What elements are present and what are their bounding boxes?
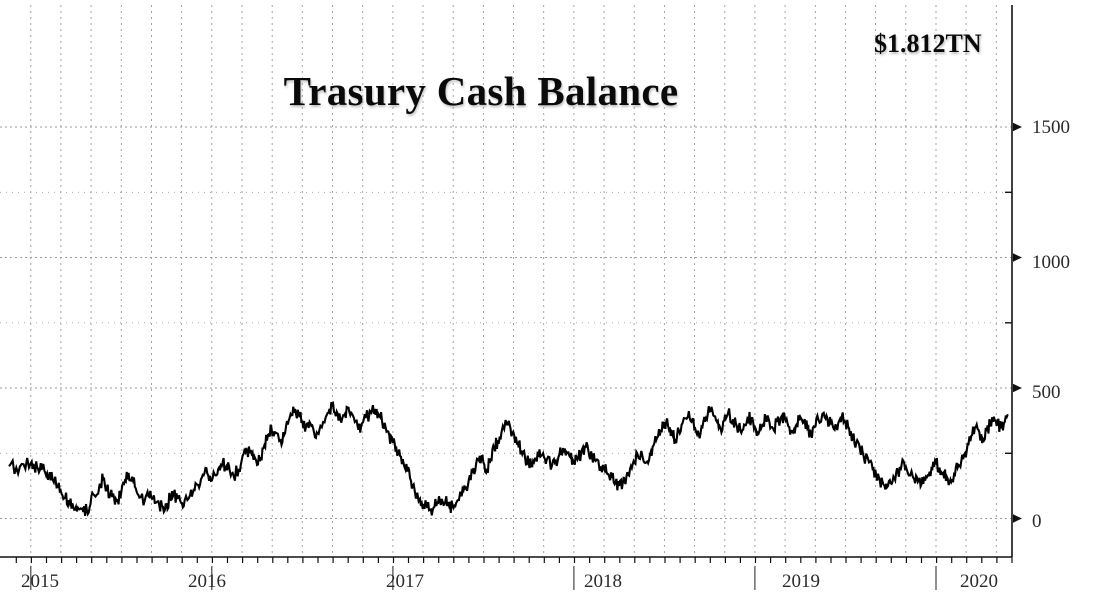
x-tick-label-2017: 2017 xyxy=(386,571,424,592)
year-separator-lines xyxy=(30,566,937,590)
y-tick-label-0: 0 xyxy=(1032,511,1042,532)
triangle-right-icon xyxy=(1013,122,1022,132)
y-tick-label-1500: 1500 xyxy=(1032,117,1070,138)
peak-value-annotation: $1.812TN xyxy=(874,29,982,58)
y-tick-label-1000: 1000 xyxy=(1032,252,1070,273)
data-series-line xyxy=(8,400,1009,517)
grid-lines-vertical xyxy=(30,5,997,557)
x-tick-label-2018: 2018 xyxy=(584,571,622,592)
x-tick-label-2016: 2016 xyxy=(188,571,226,592)
x-tick-label-2015: 2015 xyxy=(21,571,59,592)
x-axis-tick-marks xyxy=(15,557,1013,563)
x-tick-label-2020: 2020 xyxy=(960,571,998,592)
grid-lines-horizontal xyxy=(0,126,1012,519)
triangle-right-icon xyxy=(1013,383,1022,393)
y-axis-tick-marks xyxy=(1005,122,1022,523)
x-tick-label-2019: 2019 xyxy=(782,571,820,592)
triangle-right-icon xyxy=(1013,514,1022,523)
y-tick-label-500: 500 xyxy=(1032,382,1061,403)
triangle-right-icon xyxy=(1013,253,1022,262)
page-title: Trasury Cash Balance xyxy=(283,68,679,114)
